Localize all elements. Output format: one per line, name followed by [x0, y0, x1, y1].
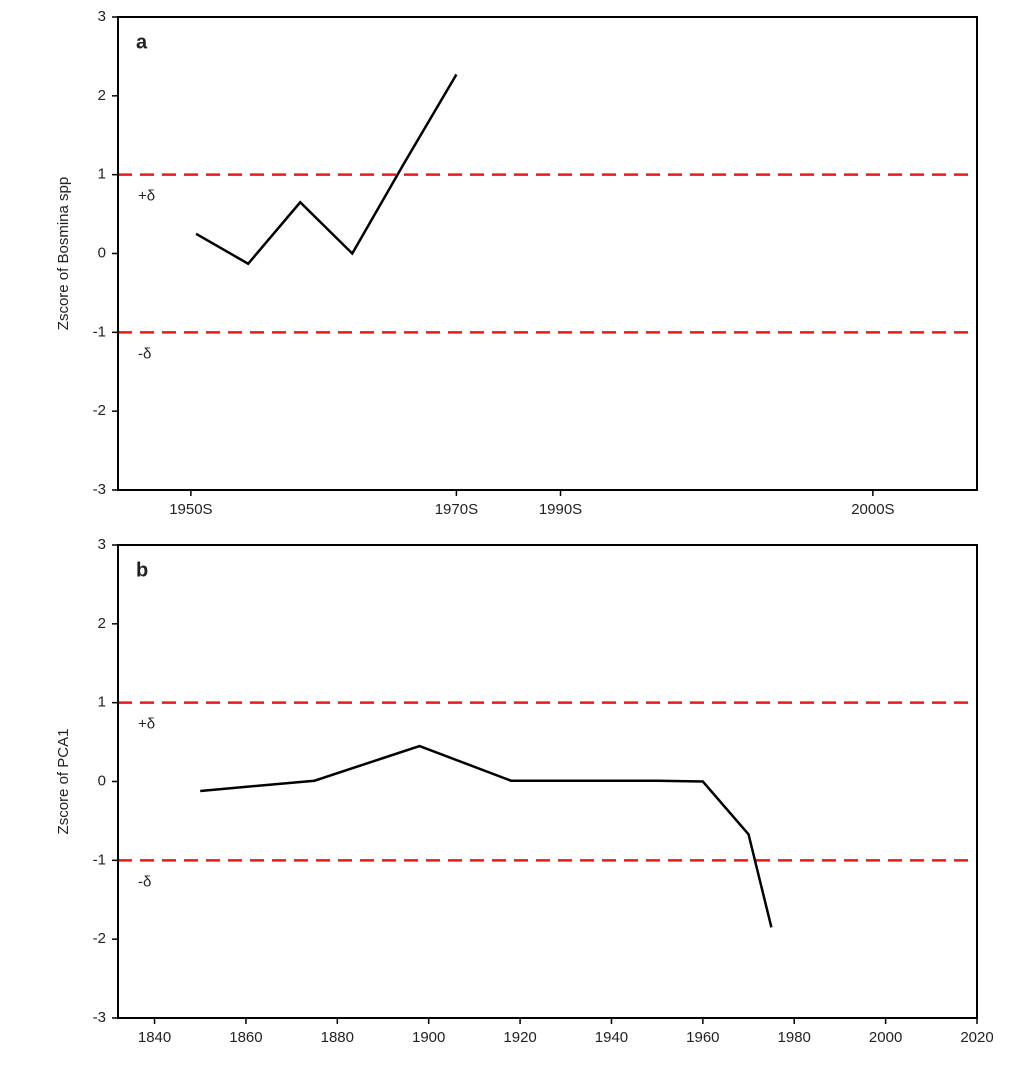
threshold-label: +δ: [138, 716, 155, 733]
plot-frame: [117, 544, 978, 1019]
x-tick-label: 1990S: [539, 501, 582, 518]
y-tick-label: 2: [98, 87, 106, 104]
threshold-label: -δ: [138, 873, 151, 890]
y-tick-label: -1: [93, 323, 106, 340]
x-tick-label: 1900: [412, 1029, 445, 1046]
y-tick-label: 0: [98, 772, 106, 789]
y-tick-label: 3: [98, 536, 106, 553]
panel-label: b: [136, 559, 148, 581]
y-tick-label: -3: [93, 1009, 106, 1026]
x-tick-label: 1860: [229, 1029, 262, 1046]
y-axis-label: Zscore of Bosmina spp: [55, 177, 72, 330]
y-tick-label: -2: [93, 930, 106, 947]
panel-label: a: [136, 31, 148, 53]
y-tick-label: -3: [93, 481, 106, 498]
x-tick-label: 2000S: [851, 501, 894, 518]
x-tick-label: 1840: [138, 1029, 171, 1046]
x-tick-label: 2020: [960, 1029, 993, 1046]
y-axis-label: Zscore of PCA1: [55, 729, 72, 835]
x-tick-label: 1970S: [435, 501, 478, 518]
x-tick-label: 1980: [778, 1029, 811, 1046]
y-tick-label: 3: [98, 8, 106, 25]
threshold-label: -δ: [138, 345, 151, 362]
data-line: [200, 744, 773, 928]
data-line: [195, 73, 458, 266]
x-tick-label: 1940: [595, 1029, 628, 1046]
x-tick-label: 1960: [686, 1029, 719, 1046]
y-tick-label: 0: [98, 244, 106, 261]
y-tick-label: 1: [98, 166, 106, 183]
y-tick-label: 2: [98, 615, 106, 632]
x-tick-label: 1880: [321, 1029, 354, 1046]
y-tick-label: -1: [93, 851, 106, 868]
y-tick-label: -2: [93, 402, 106, 419]
threshold-label: +δ: [138, 188, 155, 205]
y-tick-label: 1: [98, 694, 106, 711]
x-tick-label: 2000: [869, 1029, 902, 1046]
plot-frame: [117, 16, 978, 491]
x-tick-label: 1920: [503, 1029, 536, 1046]
x-tick-label: 1950S: [169, 501, 212, 518]
